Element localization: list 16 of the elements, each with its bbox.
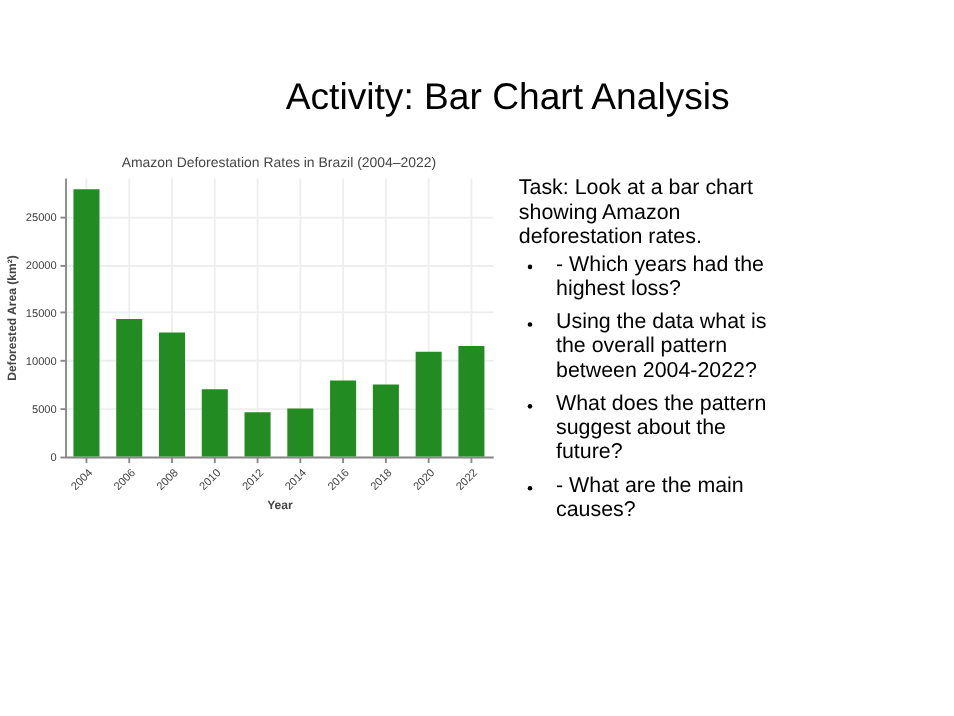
- text: What does the pattern suggest about the future?: [556, 392, 767, 465]
- text: Task: Look at a bar chart showing Amazon deforestation rates.: [518, 176, 753, 249]
- bar: [73, 189, 100, 457]
- bar: [458, 345, 485, 457]
- bar: [287, 408, 314, 457]
- bar: [244, 412, 271, 457]
- bar: [372, 384, 399, 457]
- bar: [159, 332, 186, 457]
- text: Using the data what is the overall pattern between 2004-2022?: [556, 310, 767, 383]
- bar: [201, 389, 228, 457]
- text: - Which years had the highest loss?: [556, 252, 765, 301]
- bar: [415, 351, 442, 457]
- bar: [330, 380, 357, 457]
- text: - What are the main causes?: [556, 473, 744, 523]
- bar: [116, 319, 143, 457]
- text: Activity: Bar Chart Analysis: [285, 74, 730, 117]
